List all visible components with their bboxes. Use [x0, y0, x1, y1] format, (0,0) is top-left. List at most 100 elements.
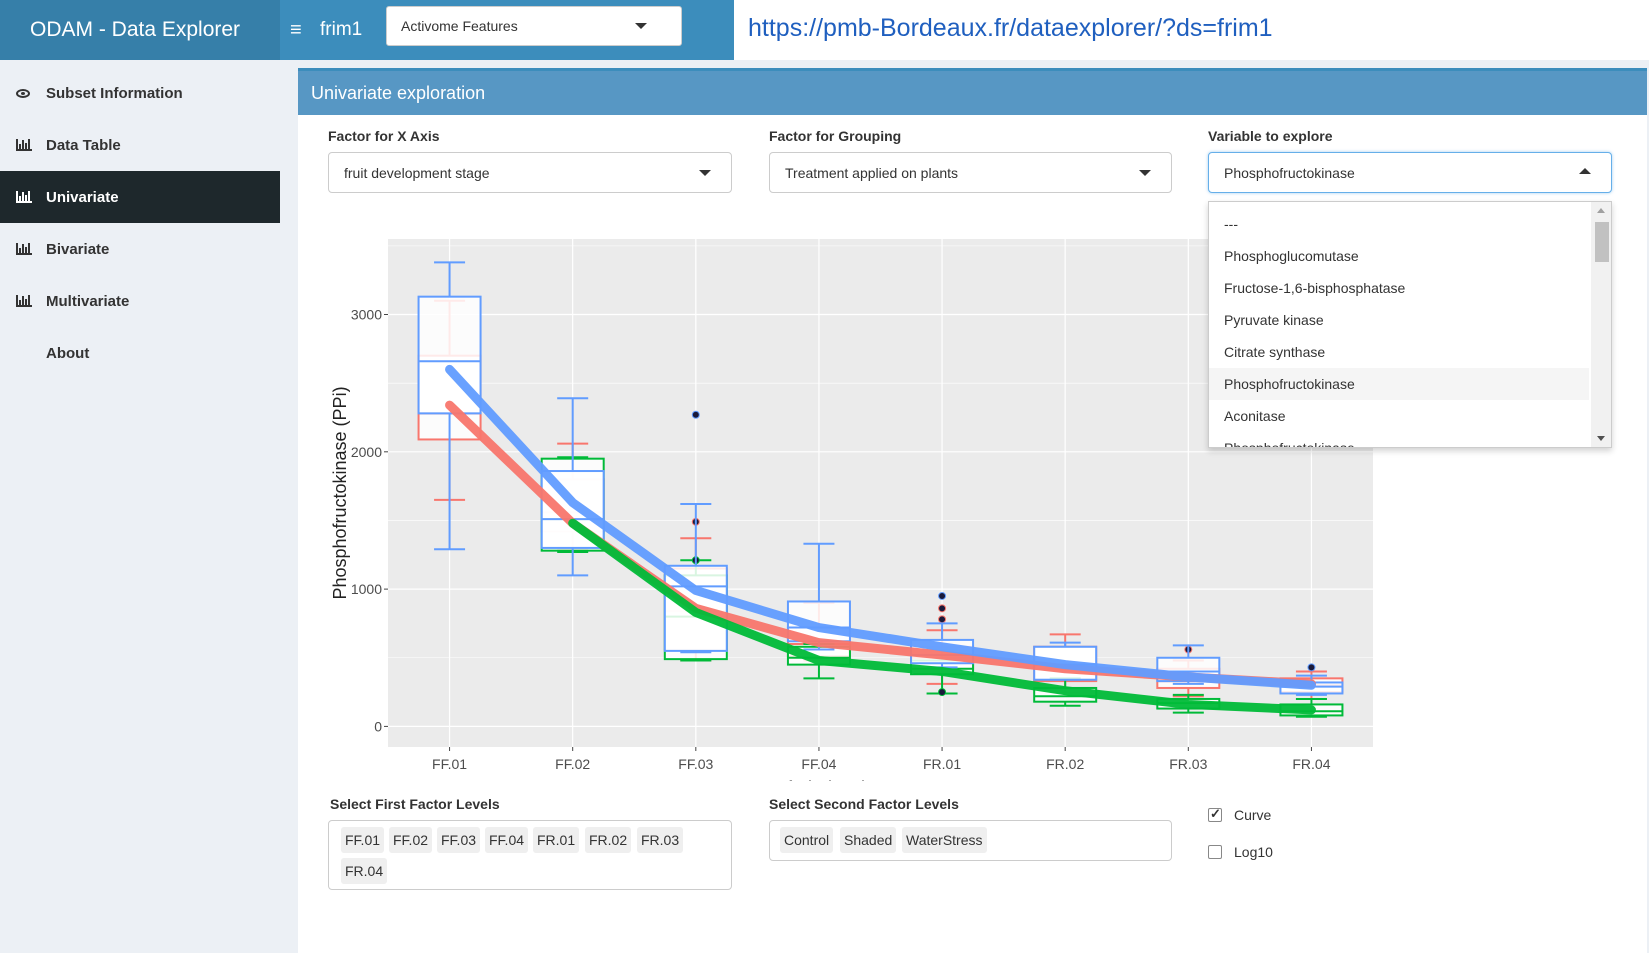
hamburger-menu-icon[interactable]: ≡	[290, 18, 302, 41]
outlier-point	[691, 410, 700, 419]
bar-chart-icon	[16, 191, 32, 203]
scroll-down-arrow-icon[interactable]	[1597, 436, 1605, 441]
panel-title: Univariate exploration	[311, 82, 486, 103]
group-factor-select[interactable]: Treatment applied on plants	[769, 152, 1172, 193]
sidebar-item-about[interactable]: i About	[0, 327, 280, 379]
x-factor-label: Factor for X Axis	[328, 128, 440, 144]
outlier-point	[938, 615, 947, 624]
outlier-point	[938, 591, 947, 600]
group-factor-label: Factor for Grouping	[769, 128, 902, 144]
level-tag[interactable]: WaterStress	[902, 827, 987, 853]
dropdown-option[interactable]: Phosphofructokinase	[1224, 440, 1355, 448]
sidebar-item-label: About	[46, 344, 90, 362]
boxplot-box	[417, 261, 482, 551]
chevron-down-icon	[1139, 170, 1151, 176]
curve-checkbox[interactable]	[1208, 806, 1222, 822]
x-axis-title: fruit development stage	[787, 778, 974, 781]
x-tick-label: FR.03	[1169, 756, 1207, 772]
scroll-thumb[interactable]	[1595, 222, 1609, 262]
level-tag[interactable]: Control	[780, 827, 834, 853]
level-tag[interactable]: FF.02	[389, 827, 433, 853]
dropdown-option-highlighted[interactable]: Phosphofructokinase	[1209, 368, 1589, 400]
level-tag[interactable]: FF.04	[485, 827, 529, 853]
series-curve	[445, 364, 1316, 690]
log10-label: Log10	[1234, 844, 1273, 860]
sidebar-item-label: Bivariate	[46, 240, 110, 258]
x-tick-label: FR.02	[1046, 756, 1084, 772]
univariate-panel: Univariate exploration Factor for X Axis…	[298, 68, 1647, 953]
sidebar-item-subset-information[interactable]: Subset Information	[0, 67, 280, 119]
dropdown-option[interactable]: ---	[1224, 216, 1238, 232]
sidebar-item-label: Subset Information	[46, 84, 183, 102]
sidebar: Subset Information Data Table Univariate…	[0, 60, 280, 953]
level-tag[interactable]: FR.01	[533, 827, 580, 853]
main-content: Univariate exploration Factor for X Axis…	[280, 60, 1649, 953]
sidebar-item-data-table[interactable]: Data Table	[0, 119, 280, 171]
variable-label: Variable to explore	[1208, 128, 1333, 144]
chevron-down-icon	[699, 170, 711, 176]
variable-select[interactable]: Phosphofructokinase	[1208, 152, 1612, 193]
x-tick-label: FR.04	[1292, 756, 1330, 772]
top-navbar: ≡ frim1 Activome Features	[280, 0, 734, 60]
panel-header: Univariate exploration	[298, 71, 1647, 115]
y-tick-label: 2000	[351, 444, 382, 460]
bar-chart-icon	[16, 295, 32, 307]
x-tick-label: FF.01	[432, 756, 467, 772]
level-tag[interactable]: Shaded	[840, 827, 897, 853]
variable-dropdown: --- Phosphoglucomutase Fructose-1,6-bisp…	[1208, 201, 1612, 448]
x-tick-label: FF.03	[678, 756, 713, 772]
y-tick-label: 1000	[351, 581, 382, 597]
curve-option[interactable]: Curve	[1208, 806, 1272, 823]
level-tag[interactable]: FF.03	[437, 827, 481, 853]
info-icon: i	[16, 346, 29, 360]
sidebar-item-bivariate[interactable]: Bivariate	[0, 223, 280, 275]
dropdown-option[interactable]: Pyruvate kinase	[1224, 312, 1324, 328]
page-url: https://pmb-Bordeaux.fr/dataexplorer/?ds…	[748, 14, 1273, 42]
outlier-point	[1307, 663, 1316, 672]
group-factor-value: Treatment applied on plants	[785, 164, 959, 181]
sidebar-item-label: Multivariate	[46, 292, 130, 310]
bar-chart-icon	[16, 139, 32, 151]
dropdown-option[interactable]: Fructose-1,6-bisphosphatase	[1224, 280, 1406, 296]
dropdown-option[interactable]: Phosphoglucomutase	[1224, 248, 1359, 264]
curve-label: Curve	[1234, 807, 1272, 823]
sidebar-item-univariate[interactable]: Univariate	[0, 171, 280, 223]
dropdown-scrollbar[interactable]	[1591, 202, 1611, 447]
x-tick-label: FF.02	[555, 756, 590, 772]
sidebar-item-label: Data Table	[46, 136, 121, 154]
outlier-point	[938, 604, 947, 613]
level-tag[interactable]: FF.01	[341, 827, 385, 853]
feature-type-value: Activome Features	[401, 18, 518, 34]
series-curve	[568, 518, 1316, 715]
dropdown-option[interactable]: Aconitase	[1224, 408, 1286, 424]
app-brand: ODAM - Data Explorer	[0, 0, 280, 60]
x-tick-label: FF.04	[801, 756, 836, 772]
log10-checkbox[interactable]	[1208, 845, 1222, 859]
sidebar-item-multivariate[interactable]: Multivariate	[0, 275, 280, 327]
brand-title: ODAM - Data Explorer	[30, 18, 241, 41]
level-tag[interactable]: FR.03	[637, 827, 684, 853]
variable-value: Phosphofructokinase	[1224, 164, 1355, 181]
dropdown-option[interactable]: Citrate synthase	[1224, 344, 1326, 360]
sidebar-item-label: Univariate	[46, 188, 119, 206]
first-levels-label: Select First Factor Levels	[330, 796, 500, 812]
bar-chart-icon	[16, 243, 32, 255]
x-factor-value: fruit development stage	[344, 164, 490, 181]
x-tick-label: FR.01	[923, 756, 961, 772]
chevron-up-icon	[1579, 168, 1591, 174]
level-tag[interactable]: FR.02	[585, 827, 632, 853]
y-tick-label: 0	[374, 718, 382, 734]
second-levels-input[interactable]: Control Shaded WaterStress	[769, 820, 1172, 861]
y-axis-title: Phosphofructokinase (PPi)	[330, 386, 350, 599]
x-factor-select[interactable]: fruit development stage	[328, 152, 732, 193]
feature-type-select[interactable]: Activome Features	[386, 6, 682, 46]
outlier-point	[938, 688, 947, 697]
scroll-up-arrow-icon[interactable]	[1597, 208, 1605, 213]
second-levels-label: Select Second Factor Levels	[769, 796, 959, 812]
chevron-down-icon	[635, 23, 647, 29]
log10-option[interactable]: Log10	[1208, 844, 1273, 860]
dataset-name: frim1	[320, 19, 363, 40]
level-tag[interactable]: FR.04	[341, 858, 388, 884]
y-tick-label: 3000	[351, 307, 382, 323]
first-levels-input[interactable]: FF.01 FF.02 FF.03 FF.04 FR.01 FR.02 FR.0…	[328, 820, 732, 890]
